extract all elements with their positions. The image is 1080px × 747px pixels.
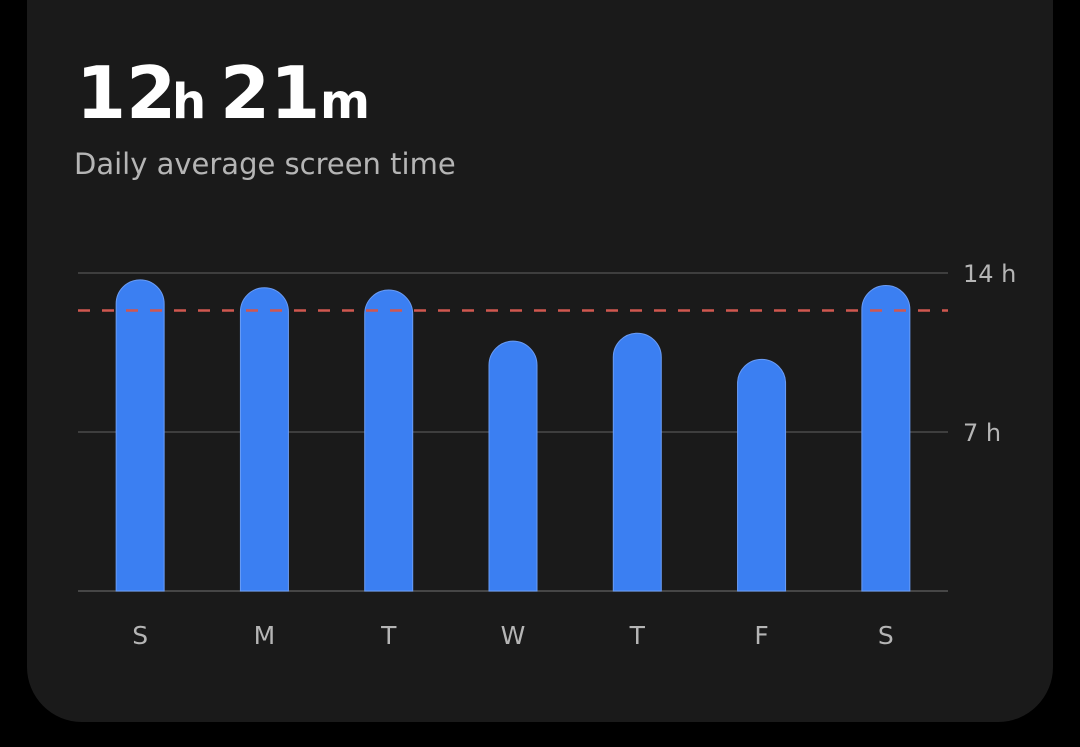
y-tick-label: 7 h [963,419,1001,447]
bar [364,289,414,592]
x-tick-label: T [380,621,397,650]
bar [239,287,289,592]
x-tick-label: T [629,621,646,650]
bar [115,279,165,592]
minutes: 21 [220,51,320,135]
hours-unit: h [172,74,206,130]
hours: 12 [76,51,176,135]
bar [612,332,662,592]
x-tick-label: S [878,621,894,650]
bar [861,285,911,592]
x-tick-label: F [754,621,768,650]
x-tick-label: W [501,621,526,650]
bar [488,340,538,592]
subtitle: Daily average screen time [74,147,456,181]
x-tick-label: M [254,621,276,650]
x-tick-label: S [132,621,148,650]
minutes-unit: m [320,74,370,130]
bar [737,358,787,592]
y-tick-label: 14 h [963,260,1016,288]
